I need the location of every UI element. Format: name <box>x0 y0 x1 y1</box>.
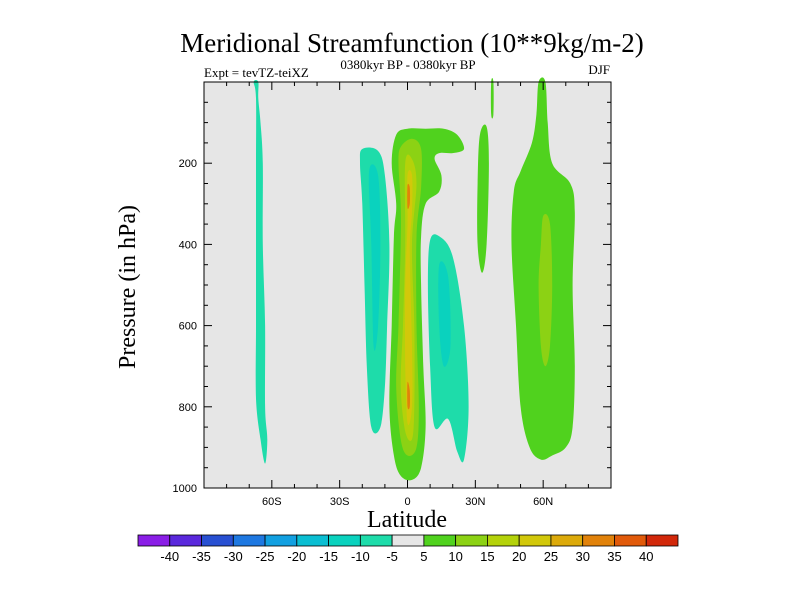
colorbar-label: -25 <box>256 549 275 564</box>
colorbar-label: -35 <box>192 549 211 564</box>
colorbar-label: 5 <box>420 549 427 564</box>
season-label: DJF <box>588 62 610 77</box>
contour-region-pos20-8 <box>404 170 413 426</box>
y-tick-label: 800 <box>179 402 197 414</box>
colorbar-label: -20 <box>287 549 306 564</box>
x-axis-label: Latitude <box>367 507 447 533</box>
colorbar-label: 20 <box>512 549 526 564</box>
colorbar-label: -10 <box>351 549 370 564</box>
contour-region-pos5-12 <box>490 77 494 119</box>
contour-region-pos30-10 <box>407 381 411 410</box>
chart-title: Meridional Streamfunction (10**9kg/m-2) <box>180 28 643 58</box>
colorbar-swatch <box>550 534 584 547</box>
y-tick-label: 600 <box>179 321 197 333</box>
colorbar-label: -30 <box>224 549 243 564</box>
colorbar-swatch <box>518 534 552 547</box>
colorbar-label: 35 <box>607 549 621 564</box>
colorbar-label: 30 <box>575 549 589 564</box>
colorbar-swatch <box>423 534 457 547</box>
colorbar-label: 15 <box>480 549 494 564</box>
colorbar-swatch <box>359 534 393 547</box>
contour-regions <box>253 77 575 481</box>
colorbar-swatch <box>455 534 488 547</box>
x-tick-label: 30S <box>330 496 350 508</box>
axis-ticks: 60S 30S 0 30N 60N 200 400 600 800 1000 <box>173 81 612 508</box>
colorbar-swatch <box>391 534 425 547</box>
x-tick-label: 0 <box>404 496 410 508</box>
contour-region-neg10-4 <box>438 261 451 367</box>
colorbar-swatch <box>582 534 615 547</box>
colorbar-swatch <box>169 534 202 547</box>
colorbar-label: 10 <box>448 549 462 564</box>
contour-region-neg10-2 <box>368 164 381 351</box>
contour-region-pos10-14 <box>538 214 553 367</box>
colorbar-swatch <box>264 534 298 547</box>
colorbar-label: -40 <box>160 549 179 564</box>
colorbar-swatch <box>296 534 329 547</box>
contour-region-pos30-9 <box>407 183 411 210</box>
contour-region-pos5-11 <box>477 124 489 273</box>
y-axis-label: Pressure (in hPa) <box>115 205 141 369</box>
colorbar-swatch <box>487 534 520 547</box>
colorbar-swatch <box>137 534 171 547</box>
colorbar-label: -5 <box>386 549 398 564</box>
expt-label: Expt = tevTZ-teiXZ <box>204 65 309 80</box>
colorbar-label: 40 <box>639 549 653 564</box>
y-tick-label: 400 <box>179 239 197 251</box>
contour-region-neg5-0 <box>253 79 268 464</box>
colorbar-swatch <box>232 534 266 547</box>
colorbar-label: 25 <box>544 549 558 564</box>
colorbar-swatch <box>201 534 234 547</box>
colorbar-swatch <box>645 534 679 547</box>
x-tick-label: 60N <box>533 496 553 508</box>
x-tick-label: 30N <box>465 496 485 508</box>
y-tick-label: 200 <box>179 158 197 170</box>
x-tick-label: 60S <box>262 496 282 508</box>
colorbar-label: -15 <box>319 549 338 564</box>
colorbar-swatch <box>614 534 647 547</box>
time-range-label: 0380kyr BP - 0380kyr BP <box>340 57 475 72</box>
colorbar: -40 -35 -30 -25 -20 -15 -10 -5 5 10 15 20 25 30 35 40 <box>137 534 679 564</box>
colorbar-swatch <box>328 534 361 547</box>
y-tick-label: 1000 <box>173 483 197 495</box>
